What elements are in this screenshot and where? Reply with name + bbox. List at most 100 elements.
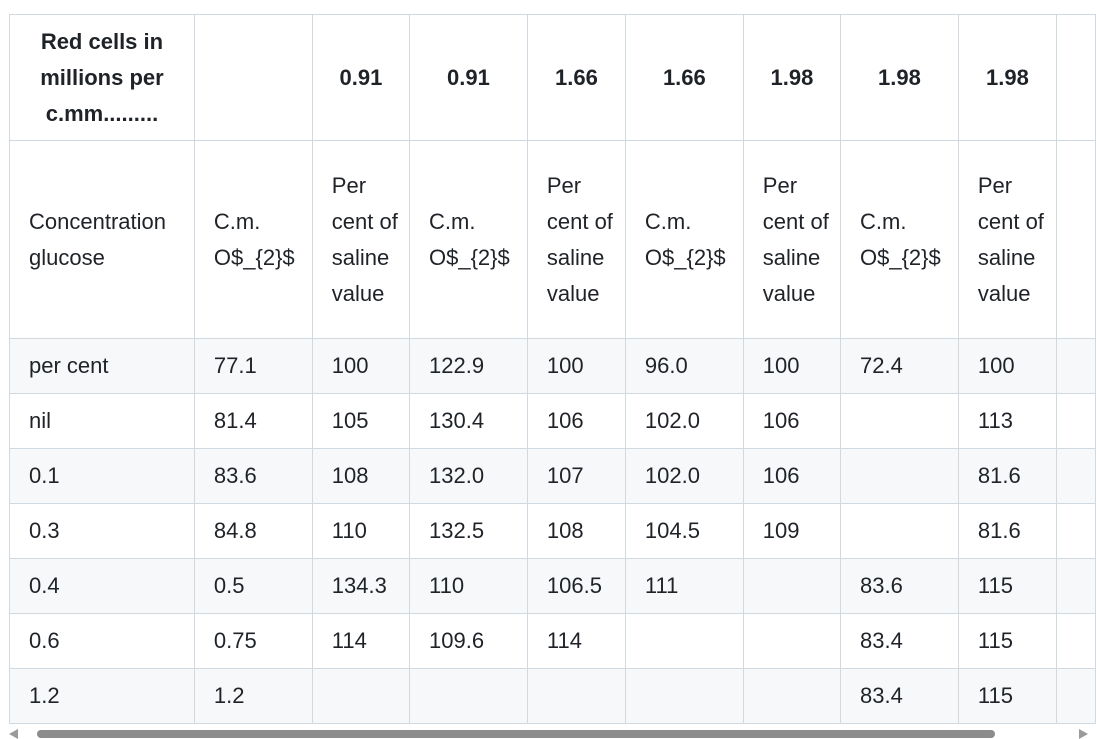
table-cell: 105 [311,393,411,449]
table-cell: 100 [311,338,411,394]
table-cell: 100 [526,338,626,394]
table-cell: 109.6 [409,613,528,669]
table-cell: 102.0 [624,448,744,504]
table-cell-overflow [1055,613,1096,669]
column-header: 0.91 [409,14,528,141]
table-cell-overflow [1055,338,1096,394]
table-cell [742,558,842,614]
table-cell: Per cent of saline value [311,140,411,339]
table-cell: C.m. O$_{2}$ [840,140,959,339]
table-cell [840,448,959,504]
table-row: nil 81.4 105 130.4 106 102.0 106 113 [9,393,1096,449]
table-cell: 111 [624,558,744,614]
table-cell: 72.4 [840,338,959,394]
table-cell: 132.5 [409,503,528,559]
table-cell: 81.4 [193,393,313,449]
table-cell: 110 [311,503,411,559]
table-row: 0.3 84.8 110 132.5 108 104.5 109 81.6 [9,503,1096,559]
table-cell: 134.3 [311,558,411,614]
table-cell: C.m. O$_{2}$ [409,140,528,339]
table-row: per cent 77.1 100 122.9 100 96.0 100 72.… [9,338,1096,394]
column-header: 1.66 [526,14,626,141]
table-cell-overflow [1055,558,1096,614]
table-cell: 114 [526,613,626,669]
table-cell: 0.6 [9,613,195,669]
data-table: Red cells in millions per c.mm......... … [9,14,1096,724]
table-cell-overflow [1055,448,1096,504]
table-row: 0.4 0.5 134.3 110 106.5 111 83.6 115 [9,558,1096,614]
table-cell-overflow [1055,503,1096,559]
column-header: 1.98 [957,14,1057,141]
column-header: 0.91 [311,14,411,141]
table-cell: 115 [957,613,1057,669]
table-cell: nil [9,393,195,449]
scroll-right-arrow-icon[interactable] [1079,729,1088,739]
table-cell [742,668,842,724]
table-cell: 113 [957,393,1057,449]
table-cell-overflow [1055,668,1096,724]
column-header: 1.66 [624,14,744,141]
table-cell: 83.6 [193,448,313,504]
table-scroll-container[interactable]: Red cells in millions per c.mm......... … [9,14,1096,725]
column-header: 1.98 [840,14,959,141]
column-header: Red cells in millions per c.mm......... [9,14,195,141]
table-cell [526,668,626,724]
table-cell: 77.1 [193,338,313,394]
table-cell: 1.2 [9,668,195,724]
table-row: 1.2 1.2 83.4 115 [9,668,1096,724]
table-cell: 96.0 [624,338,744,394]
table-cell: Per cent of saline value [742,140,842,339]
column-header [193,14,313,141]
table-cell [840,503,959,559]
table-cell: 100 [742,338,842,394]
table-cell: 106 [742,393,842,449]
table-row: 0.1 83.6 108 132.0 107 102.0 106 81.6 [9,448,1096,504]
column-header-overflow [1055,14,1096,141]
table-cell [840,393,959,449]
table-cell: 84.8 [193,503,313,559]
table-cell [409,668,528,724]
table-cell: 81.6 [957,448,1057,504]
table-cell [624,613,744,669]
table-cell-overflow [1055,140,1096,339]
table-cell: Concentration glucose [9,140,195,339]
table-row: 0.6 0.75 114 109.6 114 83.4 115 [9,613,1096,669]
table-cell: 132.0 [409,448,528,504]
table-cell: 130.4 [409,393,528,449]
table-cell: 107 [526,448,626,504]
table-cell: 0.1 [9,448,195,504]
table-header-row: Red cells in millions per c.mm......... … [9,14,1096,141]
horizontal-scrollbar[interactable] [9,728,1096,739]
scrollbar-thumb[interactable] [37,730,995,738]
table-cell: C.m. O$_{2}$ [624,140,744,339]
table-cell [311,668,411,724]
table-cell: 115 [957,668,1057,724]
table-cell: per cent [9,338,195,394]
table-cell: 110 [409,558,528,614]
table-cell [742,613,842,669]
column-header: 1.98 [742,14,842,141]
table-cell: 114 [311,613,411,669]
table-cell: 0.3 [9,503,195,559]
scroll-left-arrow-icon[interactable] [9,729,18,739]
table-cell [624,668,744,724]
table-cell: 106 [742,448,842,504]
table-cell: 108 [526,503,626,559]
table-cell-overflow [1055,393,1096,449]
table-subheader-row: Concentration glucose C.m. O$_{2}$ Per c… [9,140,1096,339]
table-cell: 81.6 [957,503,1057,559]
table-cell: 106 [526,393,626,449]
table-cell: 102.0 [624,393,744,449]
table-cell: 104.5 [624,503,744,559]
table-cell: 0.75 [193,613,313,669]
table-cell: 0.5 [193,558,313,614]
table-cell: 106.5 [526,558,626,614]
table-cell: 83.4 [840,668,959,724]
table-cell: 100 [957,338,1057,394]
table-cell: 83.6 [840,558,959,614]
table-cell: 109 [742,503,842,559]
table-cell: 1.2 [193,668,313,724]
table-cell: 115 [957,558,1057,614]
table-cell: C.m. O$_{2}$ [193,140,313,339]
table-cell: 0.4 [9,558,195,614]
